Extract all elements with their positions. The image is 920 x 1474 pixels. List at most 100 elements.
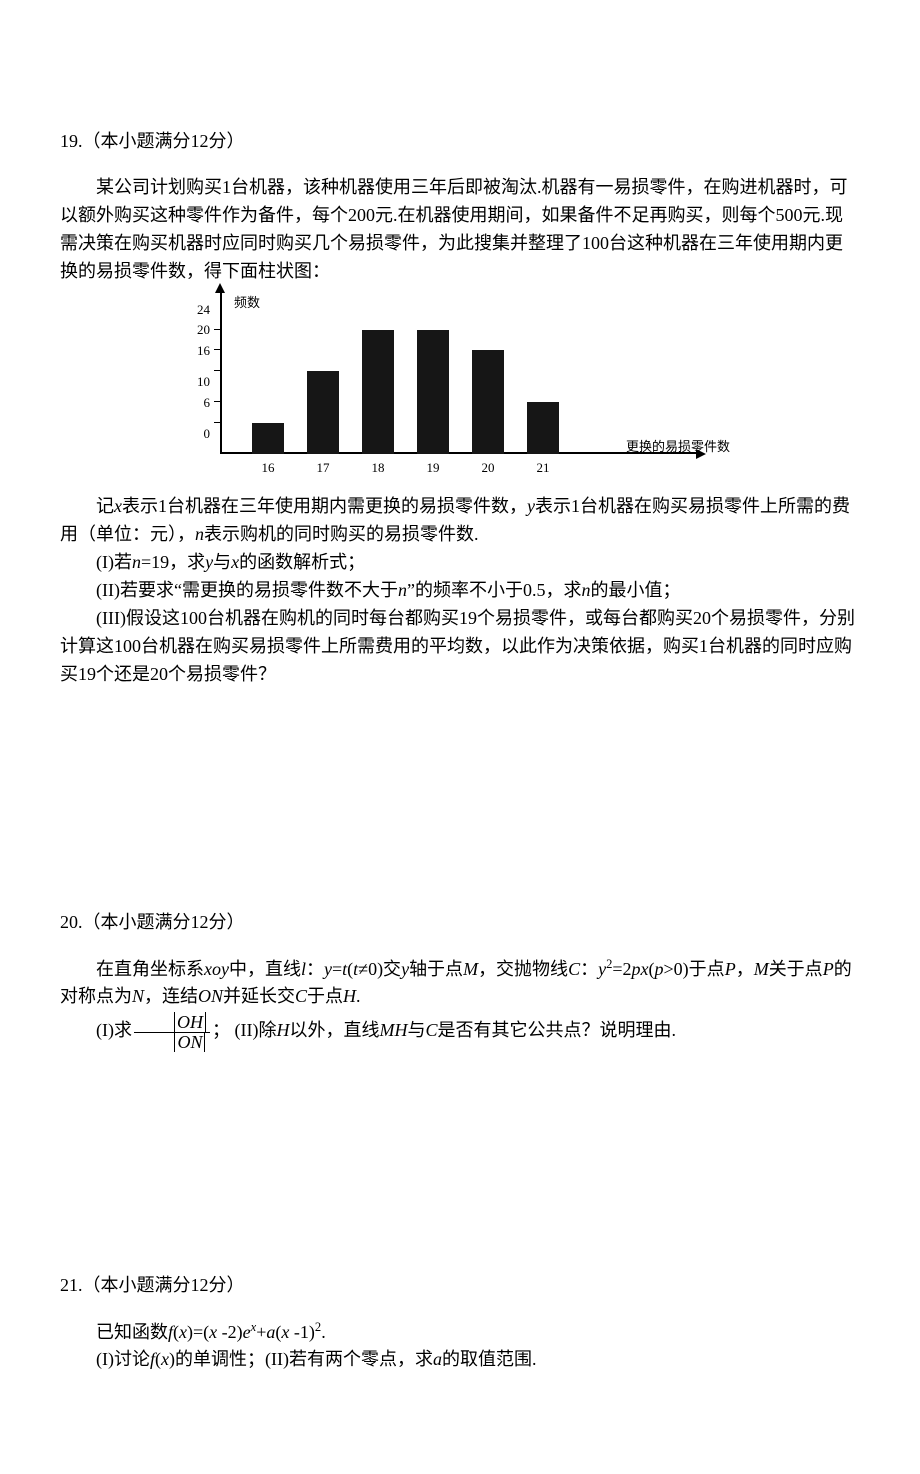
- sym-M: M: [754, 959, 769, 979]
- sym-px: px: [632, 959, 649, 979]
- sym-y: y: [324, 959, 332, 979]
- p19-body-b: 记x表示1台机器在三年使用期内需更换的易损零件数，y表示1台机器在购买易损零件上…: [60, 493, 860, 549]
- chart-bar: [527, 402, 559, 454]
- sym-M: M: [463, 959, 478, 979]
- abs-ON: ON: [174, 1032, 205, 1052]
- txt: ，交抛物线: [478, 959, 568, 979]
- x-tick-label: 18: [372, 458, 385, 478]
- sym-y: y: [401, 959, 409, 979]
- txt: ，连结: [144, 986, 198, 1006]
- y-tick-label: 24: [197, 299, 210, 319]
- sym-N: N: [132, 986, 144, 1006]
- sym-p: p: [655, 959, 664, 979]
- x-tick-label: 16: [262, 458, 275, 478]
- txt: ≠0)交: [358, 959, 401, 979]
- txt: 以外，直线: [289, 1020, 379, 1040]
- p19-body-a: 某公司计划购买1台机器，该种机器使用三年后即被淘汰.机器有一易损零件，在购进机器…: [60, 174, 860, 286]
- paren-x: (x): [173, 1322, 193, 1342]
- txt: 的最小值；: [590, 580, 680, 600]
- txt: ，: [736, 959, 754, 979]
- txt: (I)讨论: [96, 1349, 150, 1369]
- p19-header: 19.（本小题满分12分）: [60, 128, 860, 156]
- p21-body: 已知函数f(x)=(x -2)ex+a(x -1)2.: [60, 1318, 860, 1347]
- y-tick: [214, 401, 220, 402]
- p19-part3: (III)假设这100台机器在购机的同时每台都购买19个易损零件，或每台都购买2…: [60, 605, 860, 689]
- chart-bar: [472, 350, 504, 454]
- p20-points: （本小题满分12分）: [83, 912, 245, 932]
- y-axis-line: [220, 289, 222, 454]
- sym-n: n: [195, 524, 204, 544]
- txt: 表示1台机器在三年使用期内需更换的易损零件数，: [122, 496, 527, 516]
- y-axis-arrow-icon: [215, 283, 225, 293]
- y-tick-label: 0: [204, 424, 211, 444]
- sym-xoy: xoy: [204, 959, 229, 979]
- txt: 于点: [307, 986, 343, 1006]
- abs-OH: OH: [174, 1012, 206, 1032]
- sym-x: x: [231, 552, 239, 572]
- y-axis-title: 频数: [234, 293, 260, 313]
- p21-header: 21.（本小题满分12分）: [60, 1272, 860, 1300]
- sym-C: C: [568, 959, 580, 979]
- sym-y: y: [598, 959, 606, 979]
- p20-parts: (I)求 OH ON ； (II)除H以外，直线MH与C是否有其它公共点？说明理…: [60, 1011, 860, 1051]
- sym-P: P: [725, 959, 736, 979]
- txt: 关于点: [769, 959, 823, 979]
- sym-n: n: [132, 552, 141, 572]
- txt: 轴于点: [409, 959, 463, 979]
- txt: 已知函数: [96, 1322, 168, 1342]
- txt: (I)求: [96, 1020, 132, 1040]
- sym-P: P: [823, 959, 834, 979]
- x-tick-label: 21: [537, 458, 550, 478]
- minus2: -2): [222, 1322, 243, 1342]
- txt: ：: [306, 959, 324, 979]
- x-axis-title: 更换的易损零件数: [626, 437, 730, 457]
- plus: +: [256, 1322, 266, 1342]
- p19-number: 19.: [60, 131, 83, 151]
- p19-points: （本小题满分12分）: [83, 131, 245, 151]
- txt: (II)若要求“需更换的易损零件数不大于: [96, 580, 398, 600]
- txt: ； (II)除: [212, 1020, 276, 1040]
- chart-bar: [417, 330, 449, 455]
- p20-body: 在直角坐标系xoy中，直线l：y=t(t≠0)交y轴于点M，交抛物线C：y2=2…: [60, 955, 860, 1012]
- y-tick-label: 10: [197, 372, 210, 392]
- sym-a: a: [433, 1349, 442, 1369]
- x-tick-label: 17: [317, 458, 330, 478]
- txt: 的单调性；(II)若有两个零点，求: [175, 1349, 433, 1369]
- y-tick-label: 16: [197, 341, 210, 361]
- txt: =19，求: [141, 552, 205, 572]
- txt: 记: [96, 496, 114, 516]
- paren-x: (x): [155, 1349, 175, 1369]
- txt: 的取值范围.: [442, 1349, 537, 1369]
- problem-19: 19.（本小题满分12分） 某公司计划购买1台机器，该种机器使用三年后即被淘汰.…: [60, 128, 860, 689]
- sym-e: e: [243, 1322, 251, 1342]
- problem-20: 20.（本小题满分12分） 在直角坐标系xoy中，直线l：y=t(t≠0)交y轴…: [60, 909, 860, 1052]
- sym-y: y: [527, 496, 535, 516]
- sym-x: x: [209, 1322, 222, 1342]
- chart-bar: [307, 371, 339, 454]
- p20-header: 20.（本小题满分12分）: [60, 909, 860, 937]
- txt: 与: [213, 552, 231, 572]
- sym-MH: MH: [379, 1020, 407, 1040]
- x-tick-label: 20: [482, 458, 495, 478]
- chart-bar: [252, 423, 284, 454]
- txt: .: [321, 1322, 326, 1342]
- sym-C: C: [295, 986, 307, 1006]
- y-tick: [214, 370, 220, 371]
- sym-ON: ON: [198, 986, 223, 1006]
- txt: >0)于点: [664, 959, 725, 979]
- chart-bar: [362, 330, 394, 455]
- sym-a: a: [266, 1322, 275, 1342]
- x-tick-label: 19: [427, 458, 440, 478]
- eq-sign: =: [332, 959, 342, 979]
- txt: 表示购机的同时购买的易损零件数.: [204, 524, 479, 544]
- txt: (I)若: [96, 552, 132, 572]
- sym-y: y: [205, 552, 213, 572]
- sym-x: x: [281, 1322, 294, 1342]
- sym-n: n: [398, 580, 407, 600]
- p20-number: 20.: [60, 912, 83, 932]
- sym-H: H: [343, 986, 356, 1006]
- txt: 与: [407, 1020, 425, 1040]
- txt: ”的频率不小于0.5，求: [407, 580, 582, 600]
- txt: 的函数解析式；: [239, 552, 365, 572]
- txt: 中，直线: [229, 959, 301, 979]
